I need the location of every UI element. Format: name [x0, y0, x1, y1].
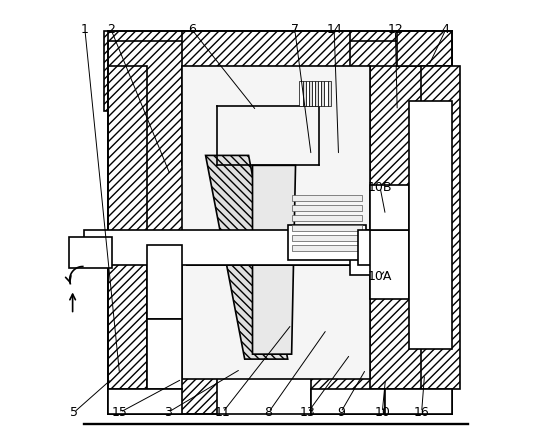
Bar	[292, 245, 362, 251]
Bar	[311, 41, 452, 414]
Bar	[108, 66, 147, 389]
Bar	[182, 31, 350, 106]
Bar	[292, 195, 362, 201]
Bar	[311, 389, 386, 414]
Text: 16: 16	[414, 406, 429, 419]
Text: 2: 2	[107, 23, 115, 37]
Text: 13: 13	[300, 406, 316, 419]
Bar	[306, 81, 309, 106]
Bar	[84, 230, 374, 265]
Bar	[292, 225, 362, 231]
Text: 10A: 10A	[368, 270, 392, 283]
Bar	[292, 205, 362, 211]
Bar	[386, 389, 452, 414]
Text: 9: 9	[337, 406, 345, 419]
Text: 6: 6	[188, 23, 196, 37]
Text: 10: 10	[375, 406, 390, 419]
Bar	[108, 41, 217, 414]
Text: 11: 11	[215, 406, 230, 419]
Bar	[315, 81, 318, 106]
Text: 1: 1	[81, 23, 89, 37]
Bar	[182, 106, 217, 165]
Bar	[104, 31, 437, 111]
Text: 7: 7	[291, 23, 299, 37]
Bar	[397, 31, 452, 66]
Bar	[312, 81, 315, 106]
Polygon shape	[253, 165, 296, 354]
Bar	[319, 106, 350, 165]
Bar	[321, 81, 324, 106]
Bar	[292, 235, 362, 241]
Text: 8: 8	[264, 406, 273, 419]
Text: 4: 4	[442, 23, 449, 37]
Bar	[292, 215, 362, 221]
Bar	[300, 81, 302, 106]
Bar	[370, 185, 409, 230]
Bar	[370, 66, 452, 389]
Bar	[147, 245, 182, 319]
Bar	[108, 389, 182, 414]
Text: 12: 12	[387, 23, 403, 37]
Text: 15: 15	[112, 406, 128, 419]
Polygon shape	[206, 155, 288, 359]
Bar	[358, 230, 374, 265]
Bar	[147, 319, 182, 389]
Text: 5: 5	[70, 406, 78, 419]
Bar	[318, 81, 321, 106]
Text: 3: 3	[164, 406, 172, 419]
Bar	[288, 225, 366, 260]
Bar	[409, 101, 452, 349]
Bar	[421, 66, 460, 389]
Text: 10B: 10B	[368, 181, 392, 194]
Bar	[302, 81, 306, 106]
Bar	[370, 230, 409, 300]
Bar	[182, 66, 370, 379]
Bar	[69, 237, 112, 268]
Text: 14: 14	[326, 23, 342, 37]
Bar	[324, 81, 328, 106]
Bar	[309, 81, 312, 106]
Bar	[328, 81, 331, 106]
Bar	[350, 240, 397, 275]
